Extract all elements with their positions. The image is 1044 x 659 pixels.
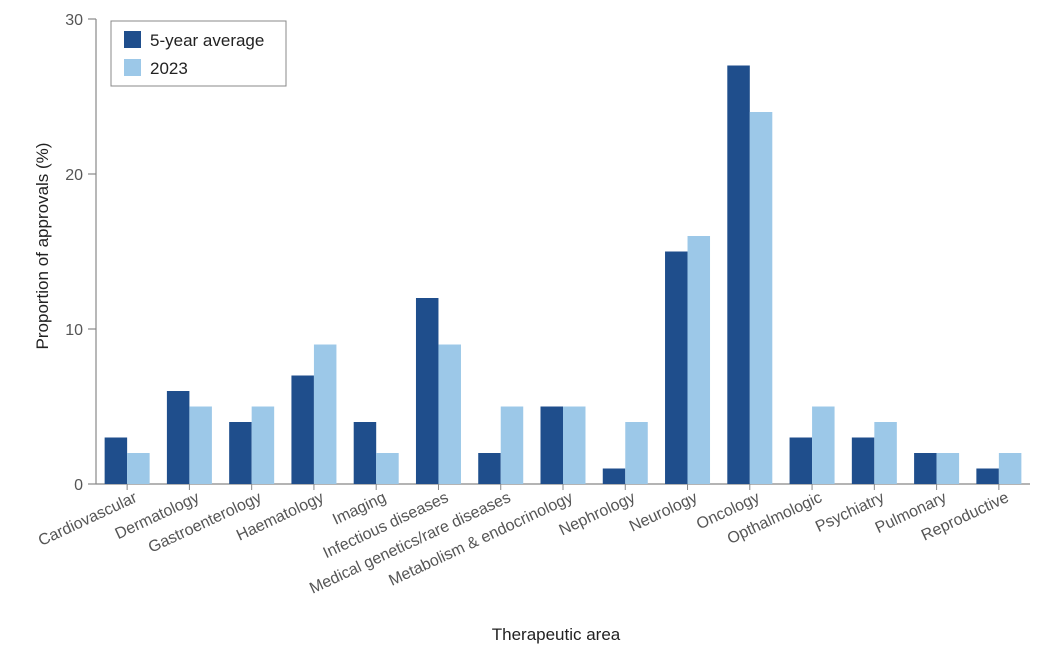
labels-layer: CardiovascularDermatologyGastroenterolog…	[36, 489, 1012, 598]
bar-year-2023	[251, 406, 275, 484]
bar-five-year-average	[602, 468, 626, 484]
y-tick-label: 30	[65, 12, 83, 29]
bar-five-year-average	[914, 453, 937, 484]
bar-five-year-average	[665, 251, 688, 484]
bar-five-year-average	[727, 65, 750, 484]
x-axis-title: Therapeutic area	[492, 625, 621, 644]
y-tick-label: 0	[74, 477, 83, 494]
bar-five-year-average	[353, 422, 377, 484]
legend-label: 5-year average	[150, 31, 264, 50]
bar-year-2023	[687, 236, 711, 484]
bar-year-2023	[500, 406, 524, 484]
bar-year-2023	[189, 406, 212, 484]
y-tick-label: 20	[65, 167, 83, 184]
bar-five-year-average	[104, 437, 128, 484]
bar-year-2023	[936, 453, 960, 484]
bar-year-2023	[563, 406, 586, 484]
legend-swatch	[124, 59, 141, 76]
bar-year-2023	[438, 344, 461, 484]
bar-year-2023	[749, 112, 773, 484]
y-tick-label: 10	[65, 322, 83, 339]
bar-five-year-average	[415, 298, 439, 484]
bar-five-year-average	[540, 406, 563, 484]
y-axis-title: Proportion of approvals (%)	[33, 143, 52, 350]
bar-year-2023	[127, 453, 150, 484]
legend-label: 2023	[150, 59, 188, 78]
bars-layer	[104, 65, 1022, 484]
bar-year-2023	[313, 344, 337, 484]
bar-year-2023	[874, 422, 897, 484]
bar-year-2023	[998, 453, 1022, 484]
bar-five-year-average	[166, 391, 190, 484]
bar-five-year-average	[291, 375, 314, 484]
x-category-label: Neurology	[627, 489, 700, 535]
bar-year-2023	[376, 453, 399, 484]
bar-year-2023	[625, 422, 648, 484]
bar-five-year-average	[229, 422, 252, 484]
bar-five-year-average	[976, 468, 999, 484]
legend-swatch	[124, 31, 141, 48]
bar-five-year-average	[478, 453, 501, 484]
bar-five-year-average	[789, 437, 813, 484]
legend: 5-year average 2023	[110, 20, 287, 87]
bar-five-year-average	[851, 437, 875, 484]
bar-year-2023	[812, 406, 835, 484]
